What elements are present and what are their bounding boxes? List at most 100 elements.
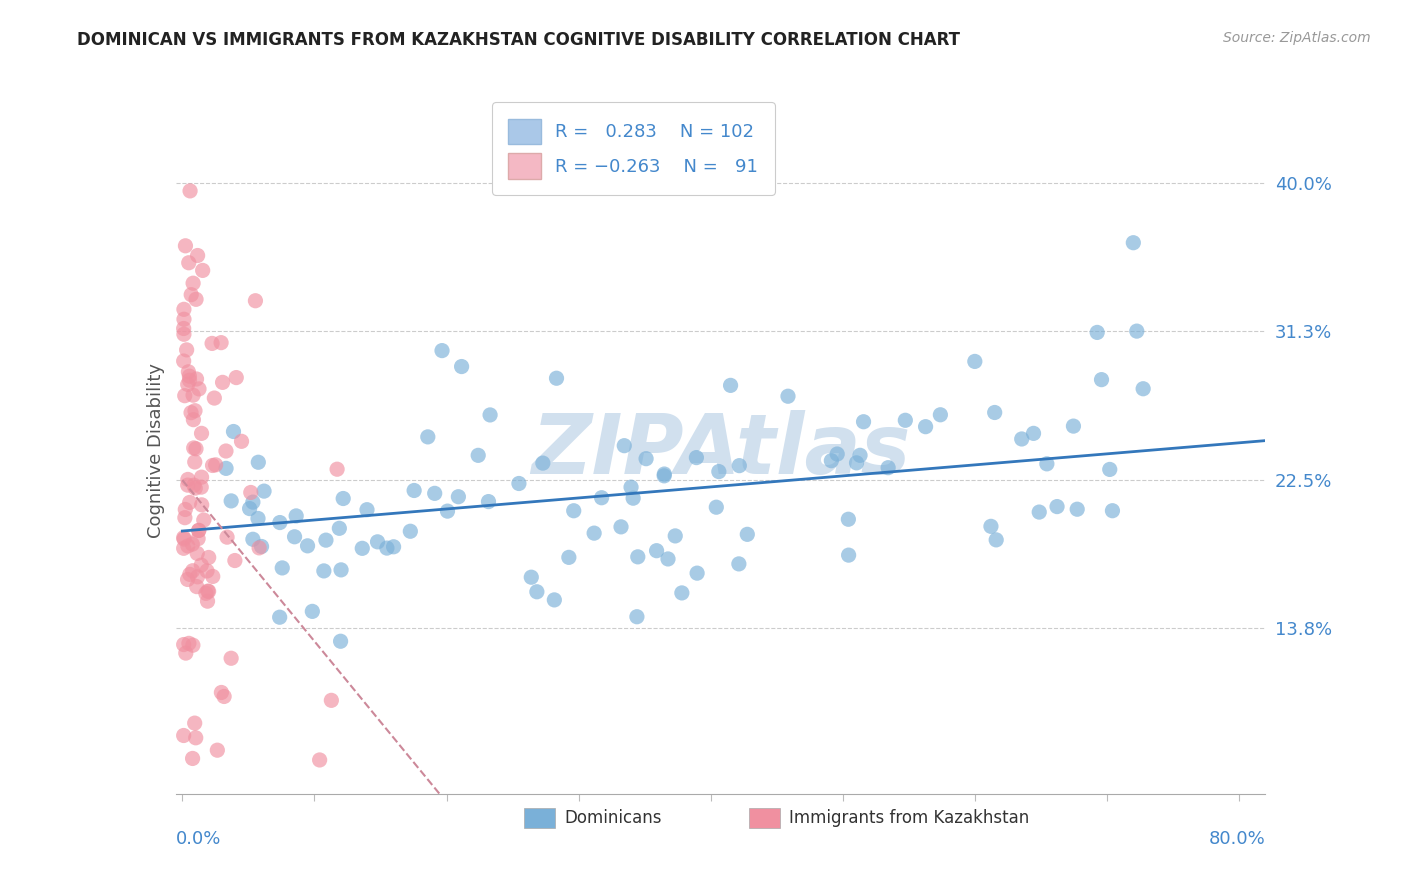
Text: Immigrants from Kazakhstan: Immigrants from Kazakhstan: [790, 809, 1029, 827]
Point: [247, 541, 270, 555]
Point: [197, 594, 219, 608]
Point: [186, 580, 208, 594]
Point: [184, 481, 207, 495]
Point: [652, 468, 675, 483]
Point: [1062, 419, 1084, 434]
Point: [980, 519, 1002, 533]
Point: [194, 586, 217, 600]
Point: [231, 434, 253, 449]
Point: [177, 636, 200, 650]
Point: [193, 513, 215, 527]
Y-axis label: Cognitive Disability: Cognitive Disability: [146, 363, 165, 538]
Point: [914, 419, 936, 434]
Point: [181, 277, 204, 291]
Point: [520, 570, 543, 584]
Point: [179, 369, 201, 384]
Point: [177, 478, 200, 492]
Point: [177, 256, 200, 270]
Point: [1022, 426, 1045, 441]
Point: [201, 569, 224, 583]
Point: [211, 376, 233, 390]
Point: [652, 467, 675, 481]
Point: [197, 550, 219, 565]
Point: [190, 480, 212, 494]
Point: [183, 441, 205, 455]
Point: [450, 359, 472, 374]
Point: [845, 456, 868, 470]
Point: [239, 485, 262, 500]
Point: [399, 524, 422, 539]
Point: [728, 458, 751, 473]
Point: [375, 541, 398, 555]
Point: [187, 524, 209, 538]
Point: [591, 491, 613, 505]
Point: [173, 327, 195, 342]
Point: [707, 465, 730, 479]
Point: [315, 533, 337, 548]
Point: [215, 444, 238, 458]
Point: [562, 504, 585, 518]
Point: [1090, 373, 1112, 387]
Point: [308, 753, 330, 767]
Point: [894, 413, 917, 427]
Point: [986, 533, 1008, 547]
Point: [180, 406, 202, 420]
Point: [1101, 504, 1123, 518]
Point: [225, 370, 247, 384]
Point: [1085, 326, 1108, 340]
Point: [173, 638, 195, 652]
Point: [212, 690, 235, 704]
Point: [191, 263, 214, 277]
Point: [321, 693, 343, 707]
Text: 80.0%: 80.0%: [1209, 830, 1265, 847]
Point: [543, 593, 565, 607]
Point: [179, 373, 201, 387]
Point: [1126, 324, 1149, 338]
Point: [197, 584, 219, 599]
Point: [332, 491, 354, 506]
Point: [247, 455, 270, 469]
Point: [176, 573, 198, 587]
Point: [686, 566, 709, 581]
Point: [173, 541, 195, 556]
Point: [1132, 382, 1154, 396]
Point: [183, 716, 205, 731]
Point: [1036, 457, 1059, 471]
Point: [187, 248, 209, 262]
Point: [436, 504, 458, 518]
Point: [301, 604, 323, 618]
Point: [877, 460, 900, 475]
Point: [610, 520, 633, 534]
Point: [187, 524, 209, 538]
Point: [297, 539, 319, 553]
Point: [477, 494, 499, 508]
Point: [186, 546, 208, 560]
Point: [312, 564, 335, 578]
Text: Source: ZipAtlas.com: Source: ZipAtlas.com: [1223, 31, 1371, 45]
Point: [479, 408, 502, 422]
Legend: R =   0.283    N = 102, R = −0.263    N =   91: R = 0.283 N = 102, R = −0.263 N = 91: [492, 103, 775, 195]
Point: [209, 685, 232, 699]
Point: [737, 527, 759, 541]
Point: [186, 372, 208, 386]
Point: [242, 495, 264, 509]
Point: [181, 564, 204, 578]
Point: [852, 415, 875, 429]
Point: [645, 543, 668, 558]
Point: [173, 531, 195, 545]
Point: [207, 743, 229, 757]
Point: [245, 293, 267, 308]
Point: [219, 651, 242, 665]
Point: [1066, 502, 1088, 516]
Point: [329, 634, 352, 648]
Point: [184, 442, 207, 456]
Point: [284, 530, 307, 544]
Point: [328, 521, 350, 535]
Point: [983, 405, 1005, 419]
Point: [657, 552, 679, 566]
Point: [190, 470, 212, 484]
Point: [526, 584, 548, 599]
Point: [627, 549, 650, 564]
Point: [201, 458, 224, 473]
Point: [190, 558, 212, 573]
